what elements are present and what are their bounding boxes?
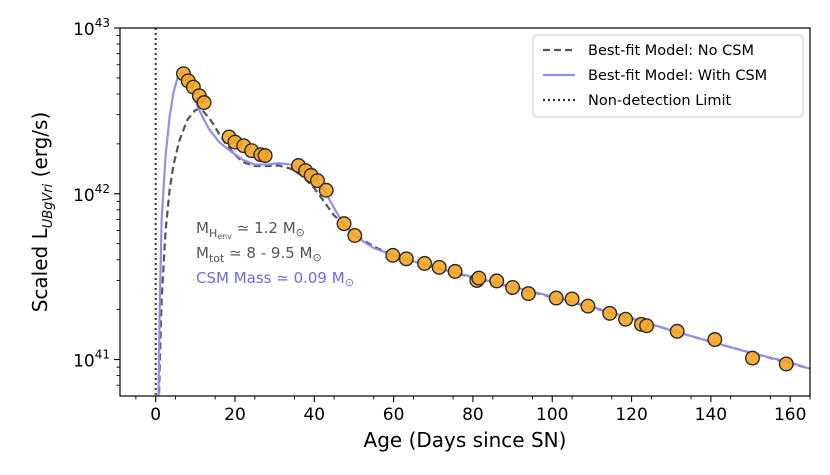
y-tick-label: 1041 xyxy=(73,348,110,372)
x-tick-label: 20 xyxy=(224,405,246,425)
annotation-text: CSM Mass ≃ 0.09 M⊙ xyxy=(196,269,354,289)
observation-point xyxy=(447,263,463,279)
x-tick-label: 40 xyxy=(303,405,325,425)
observation-point xyxy=(417,255,433,271)
axes: 0 20 40 60 80 100 120 140 160 1041 1042 1043 Age (Da… xyxy=(28,16,811,452)
x-tick-label: 80 xyxy=(462,405,484,425)
y-tick-label: 1043 xyxy=(73,16,110,40)
observation-point xyxy=(347,228,363,244)
legend-label: Best-fit Model: With CSM xyxy=(588,68,767,84)
observation-point xyxy=(318,182,334,198)
observation-point xyxy=(618,311,634,327)
annotation-text: MHenv ≃ 1.2 M⊙ xyxy=(196,219,305,241)
legend-label: Best-fit Model: No CSM xyxy=(588,43,754,59)
observation-point xyxy=(745,350,761,366)
x-tick-label: 140 xyxy=(695,405,727,425)
x-tick-label: 60 xyxy=(383,405,405,425)
observation-point xyxy=(602,305,618,321)
observation-point xyxy=(707,332,723,348)
legend-box xyxy=(532,34,804,118)
x-axis-title: Age (Days since SN) xyxy=(364,428,567,452)
observation-point xyxy=(398,251,414,267)
observation-point xyxy=(580,298,596,314)
observation-point xyxy=(564,291,580,307)
legend-label: Non-detection Limit xyxy=(588,93,731,109)
observation-point xyxy=(639,318,655,334)
annotations: MHenv ≃ 1.2 M⊙ Mtot ≃ 8 - 9.5 M⊙ CSM Mass … xyxy=(196,219,354,289)
y-tick-label: 1042 xyxy=(73,182,110,206)
observation-point xyxy=(669,323,685,339)
x-tick-label: 0 xyxy=(150,405,161,425)
x-tick-label: 100 xyxy=(536,405,568,425)
plot-area xyxy=(154,28,810,396)
observation-point xyxy=(385,247,401,263)
x-tick-label: 160 xyxy=(774,405,806,425)
observation-point xyxy=(520,286,536,302)
observation-point xyxy=(431,259,447,275)
observation-point xyxy=(778,356,794,372)
legend: Best-fit Model: No CSM Best-fit Model: Wi… xyxy=(532,34,804,118)
annotation-text: Mtot ≃ 8 - 9.5 M⊙ xyxy=(196,244,322,265)
observation-point xyxy=(505,279,521,295)
observation-point xyxy=(489,273,505,289)
observation-point xyxy=(336,216,352,232)
observation-point xyxy=(471,270,487,286)
y-axis-title: Scaled LUBgVri (erg/s) xyxy=(28,112,56,313)
observation-point xyxy=(196,95,212,111)
plot-frame xyxy=(119,27,811,397)
observation-point xyxy=(548,290,564,306)
observation-point xyxy=(257,148,273,164)
x-tick-label: 120 xyxy=(615,405,647,425)
observation-point xyxy=(309,173,325,189)
